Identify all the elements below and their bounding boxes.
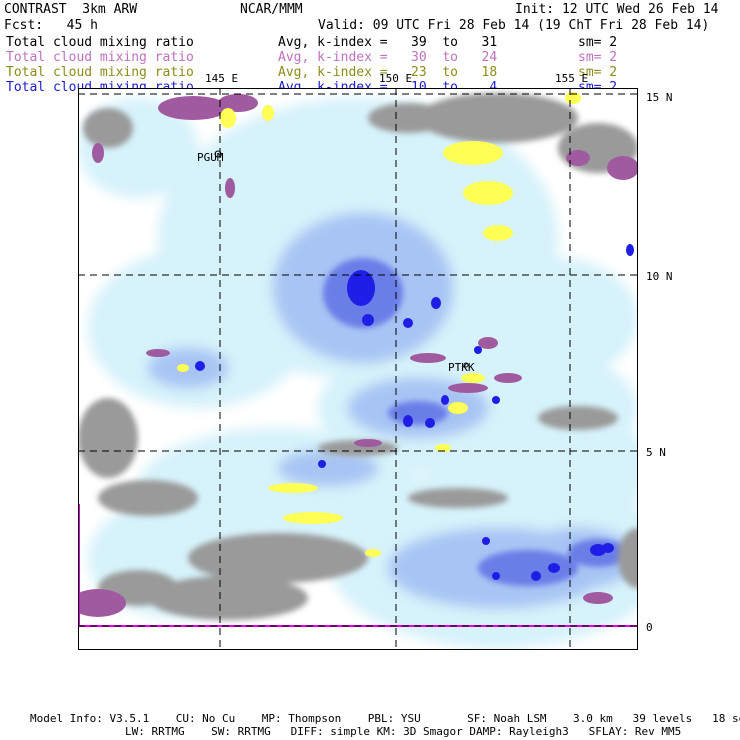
legend-stat-2: Avg, k-index = 30 to 24	[278, 50, 498, 65]
station-marker-ptkk	[463, 362, 469, 368]
legend-sm-2: sm= 2	[578, 50, 618, 65]
cloud-map-svg	[78, 88, 638, 650]
lat-label-10n: 10 N	[646, 270, 673, 283]
legend-field-3: Total cloud mixing ratio	[6, 65, 194, 80]
cloud-map	[78, 88, 638, 650]
forecast-hour: Fcst: 45 h	[4, 18, 98, 33]
lat-label-15n: 15 N	[646, 91, 673, 104]
legend-stat-3: Avg, k-index = 23 to 18	[278, 65, 498, 80]
model-info-line-2: LW: RRTMG SW: RRTMG DIFF: simple KM: 3D …	[125, 725, 682, 738]
model-info-line-1: Model Info: V3.5.1 CU: No Cu MP: Thompso…	[30, 712, 740, 725]
station-label-pgum: PGUM	[197, 151, 224, 164]
map-frame	[78, 88, 638, 650]
center-label: NCAR/MMM	[240, 2, 303, 17]
lat-label-0: 0	[646, 621, 653, 634]
legend-sm-3: sm= 2	[578, 65, 618, 80]
legend-field-2: Total cloud mixing ratio	[6, 50, 194, 65]
plot-title: CONTRAST 3km ARW	[4, 2, 138, 17]
grid-lines	[78, 88, 638, 650]
mid-cloud-layer	[177, 92, 581, 557]
lon-label-145: 145 E	[205, 72, 239, 85]
valid-time: Valid: 09 UTC Fri 28 Feb 14 (19 ChT Fri …	[318, 18, 710, 33]
mid-high-cloud-layer	[78, 94, 638, 617]
lon-label-150: 150 E	[379, 72, 413, 85]
legend-field-1: Total cloud mixing ratio	[6, 35, 194, 50]
station-label-ptkk: PTKK	[448, 361, 475, 374]
legend-sm-1: sm= 2	[578, 35, 618, 50]
init-time: Init: 12 UTC Wed 26 Feb 14	[515, 2, 719, 17]
lon-label-155: 155 E	[555, 72, 589, 85]
legend-stat-1: Avg, k-index = 39 to 31	[278, 35, 498, 50]
low-cloud-core-layer	[195, 244, 634, 581]
station-marker-pgum	[214, 150, 222, 158]
lat-label-5n: 5 N	[646, 446, 666, 459]
